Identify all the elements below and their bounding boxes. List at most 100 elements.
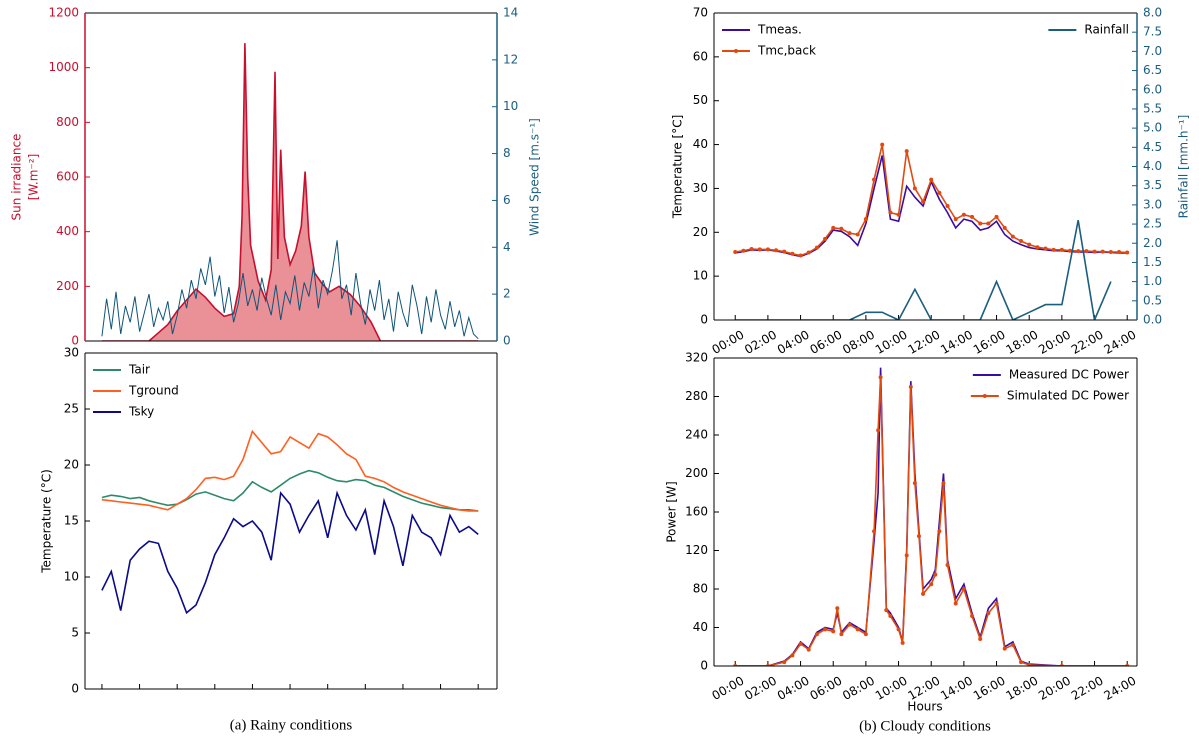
caption: (b) Cloudy conditions (859, 718, 991, 734)
y-tick-label: 25 (64, 402, 79, 416)
x-tick-label: 24:00 (1101, 674, 1138, 703)
marker (1027, 663, 1032, 666)
marker (863, 217, 868, 222)
x-tick-label: 04:00 (775, 674, 812, 703)
marker (900, 640, 905, 645)
y2-tick-label: 2 (503, 287, 511, 301)
marker (835, 606, 840, 611)
marker (953, 601, 958, 606)
y2-tick-label: 3.5 (1143, 178, 1162, 192)
x-tick-label: 02:00 (742, 328, 779, 357)
y2-tick-label: 0.5 (1143, 293, 1162, 307)
marker (937, 190, 942, 195)
marker (733, 250, 738, 255)
marker (741, 248, 746, 253)
y-tick-label: 70 (693, 6, 708, 20)
x-tick-label: 18:00 (1003, 328, 1040, 357)
y2-tick-label: 14 (503, 6, 518, 20)
y2-tick-label: 8 (503, 146, 511, 160)
marker (1068, 248, 1073, 253)
y-tick-label: 40 (693, 620, 708, 634)
marker (970, 214, 975, 219)
marker (941, 481, 946, 486)
marker (1035, 245, 1040, 250)
marker (872, 529, 877, 534)
marker (904, 149, 909, 154)
x-tick-label: 24:00 (1101, 328, 1138, 357)
line (735, 144, 1128, 257)
y-axis-label: [W.m⁻²] (27, 154, 41, 201)
y2-tick-label: 5.0 (1143, 121, 1162, 135)
line (101, 469, 479, 512)
marker (986, 611, 991, 616)
marker (1027, 242, 1032, 247)
y-tick-label: 0 (71, 334, 79, 348)
legend-label: Tmc,back (757, 44, 816, 58)
marker (1051, 247, 1056, 252)
x-tick-label: 16:00 (971, 328, 1008, 357)
marker (1100, 249, 1105, 254)
marker (884, 608, 889, 613)
y2-tick-label: 1.0 (1143, 274, 1162, 288)
line (735, 367, 1128, 666)
y-tick-label: 5 (71, 626, 79, 640)
y-axis-label: Power [W] (665, 481, 679, 542)
legend-label: Tmeas. (757, 23, 802, 37)
y-tick-label: 1200 (48, 6, 79, 20)
marker (1043, 246, 1048, 251)
line (101, 490, 479, 615)
x-tick-label: 06:00 (808, 328, 845, 357)
marker (937, 529, 942, 534)
marker (961, 587, 966, 591)
marker (839, 632, 844, 637)
legend-label: Measured DC Power (1009, 368, 1129, 382)
marker (823, 236, 828, 241)
y2-tick-label: 4.5 (1143, 140, 1162, 154)
y2-tick-label: 1.5 (1143, 255, 1162, 269)
x-tick-label: 14:00 (938, 674, 975, 703)
y-tick-label: 800 (56, 115, 79, 129)
y-tick-label: 10 (693, 269, 708, 283)
marker (847, 622, 852, 627)
y2-tick-label: 0 (503, 334, 511, 348)
legend-marker (982, 394, 987, 398)
marker (929, 582, 934, 587)
marker (774, 248, 779, 253)
x-tick-label: 12:00 (906, 328, 943, 357)
y-tick-label: 40 (693, 137, 708, 151)
y2-tick-label: 4.0 (1143, 159, 1162, 173)
x-tick-label: 00:00 (710, 328, 747, 357)
marker (978, 221, 983, 226)
y2-tick-label: 7.5 (1143, 25, 1162, 39)
y-tick-label: 160 (685, 505, 708, 519)
marker (921, 199, 926, 204)
y-tick-label: 20 (693, 225, 708, 239)
y-tick-label: 240 (685, 428, 708, 442)
marker (912, 481, 917, 486)
y-tick-label: 20 (64, 458, 79, 472)
y-tick-label: 280 (685, 389, 708, 403)
line (735, 377, 1128, 666)
marker (798, 253, 803, 258)
marker (896, 212, 901, 217)
line (735, 220, 1112, 320)
marker (831, 225, 836, 230)
plot-area (101, 43, 479, 341)
y-tick-label: 1000 (48, 60, 79, 74)
area (101, 43, 479, 341)
marker (757, 247, 762, 252)
y-tick-label: 30 (64, 346, 79, 360)
marker (908, 384, 913, 389)
marker (1117, 250, 1122, 255)
legend-marker (734, 49, 738, 53)
plot-area (733, 142, 1130, 320)
marker (933, 572, 938, 577)
y-tick-label: 200 (685, 466, 708, 480)
legend-label: Tair (128, 363, 150, 377)
caption: (a) Rainy conditions (230, 717, 353, 733)
marker (1002, 225, 1007, 230)
line (735, 155, 1128, 258)
y-tick-label: 60 (693, 49, 708, 63)
x-tick-label: 14:00 (938, 328, 975, 357)
